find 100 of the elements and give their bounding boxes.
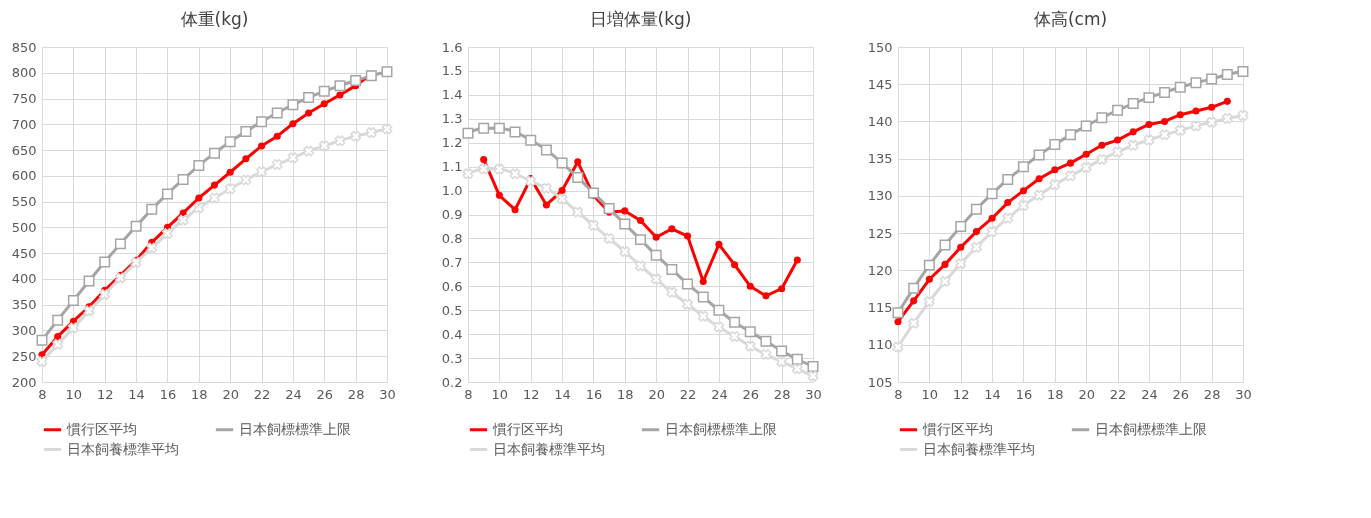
point: [1035, 175, 1043, 183]
x-tick-label: 16: [585, 386, 603, 402]
point: [1190, 77, 1202, 89]
point: [603, 232, 615, 244]
point: [1033, 149, 1045, 161]
point: [908, 282, 920, 294]
legend-label: 日本飼養標準平均: [923, 440, 1035, 457]
x-tick-label: 12: [952, 386, 970, 402]
point: [67, 322, 79, 334]
point: [256, 116, 268, 128]
point: [525, 175, 537, 187]
x-tick-label: 14: [984, 386, 1001, 402]
x-tick-label: 18: [1047, 386, 1064, 402]
point: [957, 243, 965, 251]
y-tick-label: 130: [867, 188, 893, 204]
y-tick-label: 150: [867, 39, 893, 55]
point: [1221, 113, 1233, 124]
point: [1033, 189, 1045, 201]
point: [1127, 139, 1139, 151]
point: [493, 163, 505, 175]
legend-label: 日本飼標標準上限: [1095, 420, 1207, 437]
point: [1082, 150, 1090, 158]
x-tick-label: 20: [222, 386, 239, 402]
y-tick-label: 110: [867, 337, 893, 353]
point: [894, 318, 902, 326]
point: [1174, 81, 1186, 93]
point: [1159, 86, 1171, 98]
legend-label: 日本飼標標準上限: [239, 420, 351, 437]
point: [271, 159, 283, 170]
y-tick-label: 200: [11, 374, 37, 390]
y-tick-label: 1.5: [441, 63, 463, 79]
point: [161, 188, 173, 200]
x-tick-label: 10: [65, 386, 83, 402]
point: [1051, 166, 1059, 174]
point: [1065, 129, 1076, 141]
x-tick-label: 16: [1015, 386, 1033, 402]
point: [556, 193, 568, 205]
point: [910, 297, 918, 305]
legend-label: 慣行区平均: [66, 420, 137, 437]
point: [1237, 110, 1249, 121]
x-tick-label: 24: [1141, 386, 1158, 402]
point: [478, 122, 490, 134]
point: [318, 140, 330, 152]
y-tick-label: 120: [867, 262, 893, 278]
point: [650, 273, 662, 285]
point: [542, 201, 550, 209]
point: [52, 314, 64, 326]
point: [146, 203, 158, 215]
point: [697, 291, 709, 303]
point: [193, 160, 205, 172]
point: [892, 307, 904, 319]
point: [635, 260, 646, 272]
point: [1208, 103, 1216, 111]
x-tick-label: 12: [96, 386, 114, 402]
point: [462, 127, 474, 139]
point: [892, 341, 904, 353]
x-tick-label: 22: [1109, 386, 1127, 402]
point: [572, 206, 584, 218]
point: [462, 168, 474, 180]
point: [193, 202, 205, 214]
point: [226, 168, 234, 176]
y-tick-label: 600: [11, 168, 37, 184]
point: [923, 259, 935, 271]
point: [209, 192, 220, 204]
point: [713, 321, 725, 333]
legend-label: 日本飼養標準平均: [493, 440, 605, 457]
point: [478, 163, 490, 175]
point: [1206, 73, 1218, 85]
point: [762, 292, 770, 300]
y-tick-label: 115: [867, 300, 893, 316]
point: [224, 183, 236, 195]
point: [242, 155, 250, 163]
point: [955, 258, 967, 270]
point: [697, 310, 709, 322]
point: [988, 214, 996, 222]
x-tick-label: 16: [159, 386, 177, 402]
point: [558, 187, 566, 195]
point: [336, 91, 344, 99]
point: [941, 260, 949, 268]
point: [1004, 199, 1012, 207]
point: [1143, 134, 1155, 146]
y-tick-label: 0.3: [441, 350, 463, 366]
point: [334, 135, 346, 147]
point: [760, 335, 772, 347]
point: [986, 226, 998, 238]
point: [1080, 120, 1092, 132]
point: [83, 305, 95, 317]
point: [303, 145, 315, 157]
point: [177, 214, 189, 226]
point: [972, 228, 980, 236]
point: [1145, 120, 1153, 128]
point: [1065, 170, 1076, 182]
point: [258, 142, 266, 150]
point: [540, 182, 552, 194]
point: [970, 241, 982, 253]
point: [807, 370, 819, 382]
point: [666, 264, 678, 276]
point: [1018, 200, 1029, 212]
x-tick-label: 18: [191, 386, 208, 402]
point: [480, 155, 488, 163]
